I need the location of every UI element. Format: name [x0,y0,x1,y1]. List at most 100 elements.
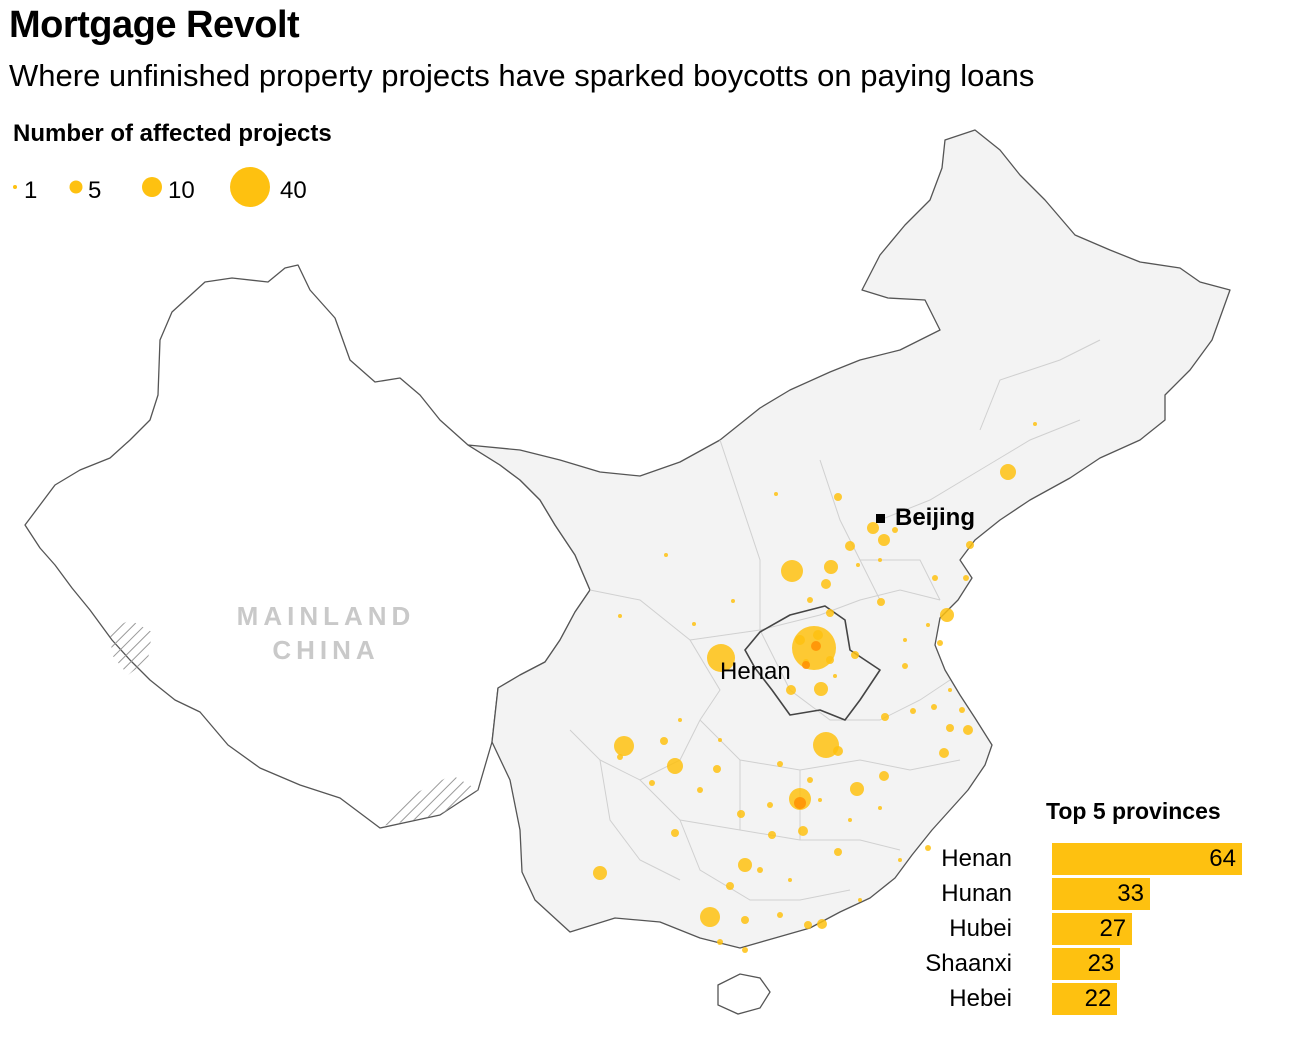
project-bubble [713,765,721,773]
project-bubble-dense [811,641,821,651]
project-bubble [879,771,889,781]
project-bubble [798,826,808,836]
project-bubble [833,746,843,756]
project-bubble [717,939,723,945]
svg-text:MAINLAND: MAINLAND [237,601,416,631]
project-bubble [903,638,907,642]
province-bar-row: Henan 64 [930,843,1260,875]
project-bubble [963,575,969,581]
project-bubble [795,635,805,645]
project-bubble [818,798,822,802]
project-bubble [667,758,683,774]
project-bubble [737,810,745,818]
project-bubble [817,919,827,929]
legend-label-10: 10 [168,177,195,204]
beijing-marker [876,514,885,523]
project-bubble [768,831,776,839]
project-bubble [726,882,734,890]
project-bubble [593,866,607,880]
project-bubble [834,848,842,856]
project-bubble [1000,464,1016,480]
project-bubble [932,575,938,581]
project-bubble [731,599,735,603]
province-value: 27 [1099,915,1127,942]
project-bubble [617,754,623,760]
project-bubble [814,682,828,696]
chart-subtitle: Where unfinished property projects have … [9,58,1035,93]
project-bubble [664,553,668,557]
province-bar-row: Hunan 33 [930,878,1260,910]
project-bubble [678,718,682,722]
province-value: 22 [1084,985,1112,1012]
project-bubble [856,563,860,567]
project-bubble [618,614,622,618]
legend-circle-40 [230,167,270,207]
legend-label-1: 1 [24,177,37,204]
project-bubble [1033,422,1037,426]
province-name: Hubei [949,915,1012,942]
project-bubble [948,688,952,692]
project-bubble [902,663,908,669]
province-bar-row: Hebei 22 [930,983,1260,1015]
province-value: 23 [1087,950,1115,977]
mainland-china-label: MAINLAND CHINA [237,601,416,665]
province-bar: 22 [1052,983,1118,1015]
disputed-area-west [110,620,152,675]
project-bubble [813,630,823,640]
project-bubble [939,748,949,758]
project-bubble [813,732,839,758]
province-name: Shaanxi [925,950,1012,977]
project-bubble [649,780,655,786]
province-bar: 27 [1052,913,1133,945]
province-name: Hunan [941,880,1012,907]
project-bubble [767,802,773,808]
project-bubble [878,806,882,810]
project-bubble [671,829,679,837]
project-bubble [700,907,720,927]
legend-title: Number of affected projects [13,120,332,147]
project-bubble [848,818,852,822]
project-bubble [777,761,783,767]
project-bubble [963,725,973,735]
project-bubble [718,738,722,742]
project-bubble [614,736,634,756]
project-bubble [821,579,831,589]
project-bubble [926,623,930,627]
henan-label: Henan [720,658,791,685]
province-bar: 23 [1052,948,1121,980]
project-bubble [892,527,898,533]
project-bubble [966,541,974,549]
project-bubble [741,916,749,924]
project-bubble [804,921,812,929]
project-bubble [940,608,954,622]
project-bubble [851,651,859,659]
province-name: Hebei [949,985,1012,1012]
project-bubble [742,947,748,953]
svg-text:CHINA: CHINA [272,635,379,665]
project-bubble [910,708,916,714]
project-bubble [774,492,778,496]
project-bubble [807,597,813,603]
project-bubble [824,560,838,574]
project-bubbles [593,422,1037,953]
project-bubble [881,713,889,721]
province-value: 64 [1209,845,1236,872]
project-bubble [877,598,885,606]
project-bubble [946,724,954,732]
project-bubble [788,878,792,882]
project-bubble [858,898,862,902]
project-bubble [807,777,813,783]
project-bubble-dense [802,661,810,669]
legend-label-40: 40 [280,177,307,204]
project-bubble [660,737,668,745]
project-bubble [959,707,965,713]
project-bubble-dense [794,797,806,809]
project-bubble [925,845,931,851]
project-bubble [850,782,864,796]
project-bubble [834,493,842,501]
project-bubble [826,609,834,617]
legend-circle-5 [69,180,83,194]
project-bubble [692,622,696,626]
province-bar: 64 [1052,843,1242,875]
